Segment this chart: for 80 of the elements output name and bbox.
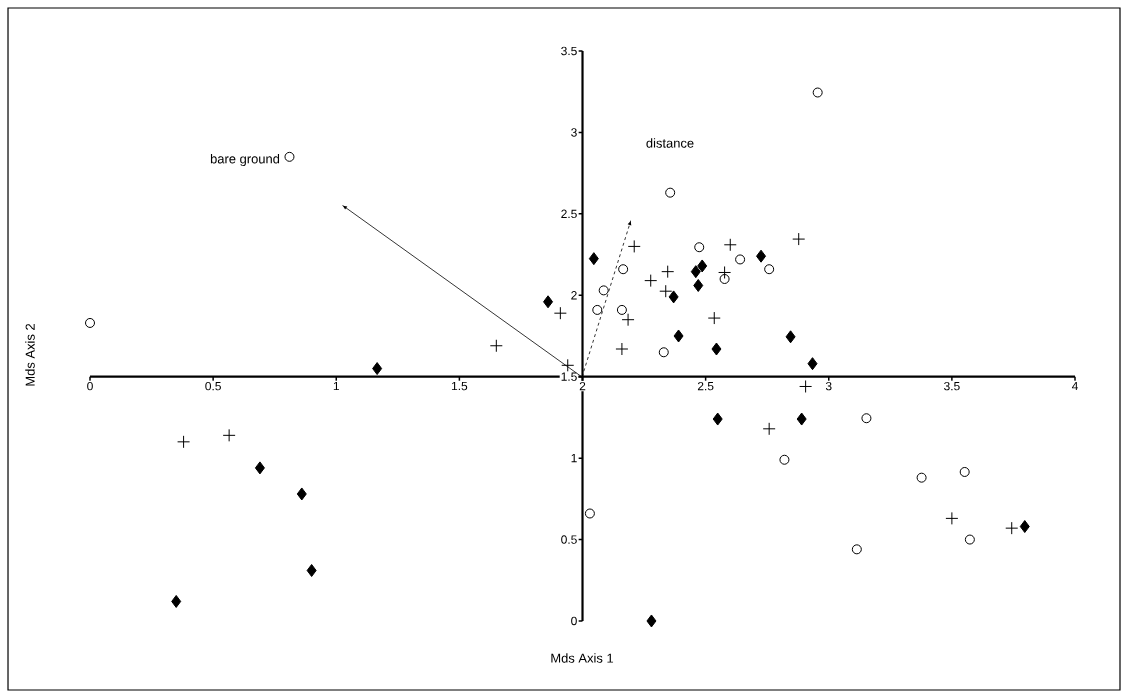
point — [916, 472, 927, 483]
point — [668, 290, 679, 304]
point — [711, 342, 722, 356]
point — [644, 274, 658, 288]
point — [1019, 520, 1030, 534]
y-tick-label: 1.5 — [561, 372, 577, 381]
point — [618, 264, 629, 275]
point — [616, 304, 627, 315]
point — [306, 564, 317, 577]
text: Mds Axis 2 — [25, 323, 35, 386]
point — [723, 238, 737, 252]
point — [615, 342, 629, 356]
point — [945, 511, 959, 525]
point — [254, 461, 265, 475]
point — [694, 242, 705, 253]
point — [861, 413, 872, 424]
text: Mds Axis 1 — [551, 653, 614, 663]
point — [296, 487, 307, 501]
point — [812, 87, 823, 98]
point — [561, 358, 575, 372]
point — [661, 265, 675, 279]
x-tick-label: 1.5 — [451, 381, 468, 391]
point — [489, 339, 503, 353]
point — [222, 428, 236, 442]
point — [964, 534, 975, 545]
point — [807, 357, 818, 371]
point — [627, 239, 641, 253]
point — [735, 254, 746, 265]
y-tick-label: 2.5 — [561, 209, 577, 219]
x-tick-label: 3.5 — [944, 381, 960, 391]
point — [171, 594, 182, 608]
annotation: distance — [646, 138, 694, 148]
point — [719, 273, 730, 284]
point — [621, 313, 635, 327]
point — [658, 347, 669, 358]
x-tick-label: 1 — [333, 381, 339, 391]
point — [690, 265, 701, 279]
x-tick-label: 2.5 — [697, 381, 714, 391]
point — [665, 187, 676, 198]
point — [707, 311, 721, 325]
point — [553, 306, 567, 320]
y-tick-label: 0.5 — [561, 535, 577, 544]
point — [779, 454, 790, 465]
point — [762, 422, 776, 436]
annotation: bare ground — [210, 153, 280, 167]
point — [177, 435, 191, 449]
point — [756, 249, 767, 263]
point — [1005, 521, 1019, 535]
point — [697, 259, 708, 273]
point — [792, 232, 806, 246]
point — [796, 412, 807, 426]
point — [785, 330, 796, 344]
x-tick-label: 0.5 — [205, 381, 221, 391]
point — [799, 379, 813, 393]
point — [85, 317, 96, 328]
x-tick-label: 0 — [87, 381, 93, 391]
x-tick-label: 3 — [825, 381, 832, 391]
point — [646, 614, 657, 628]
point — [584, 508, 595, 519]
point — [659, 284, 673, 298]
y-tick-label: 0 — [571, 616, 577, 626]
x-tick-label: 2 — [579, 381, 586, 391]
y-tick-label: 1 — [571, 454, 577, 463]
point — [592, 304, 603, 315]
point — [673, 329, 684, 343]
point — [712, 412, 723, 426]
point — [372, 362, 383, 376]
x-tick-label: 4 — [1071, 381, 1078, 391]
point — [764, 264, 775, 275]
point — [588, 252, 599, 266]
point — [959, 466, 970, 477]
point — [693, 279, 704, 292]
y-tick-label: 3 — [571, 128, 577, 137]
point — [851, 544, 862, 555]
point — [543, 295, 554, 309]
y-tick-label: 3.5 — [561, 46, 577, 56]
point — [718, 265, 732, 279]
point — [284, 151, 295, 162]
y-tick-label: 2 — [571, 291, 577, 300]
point — [598, 285, 609, 296]
